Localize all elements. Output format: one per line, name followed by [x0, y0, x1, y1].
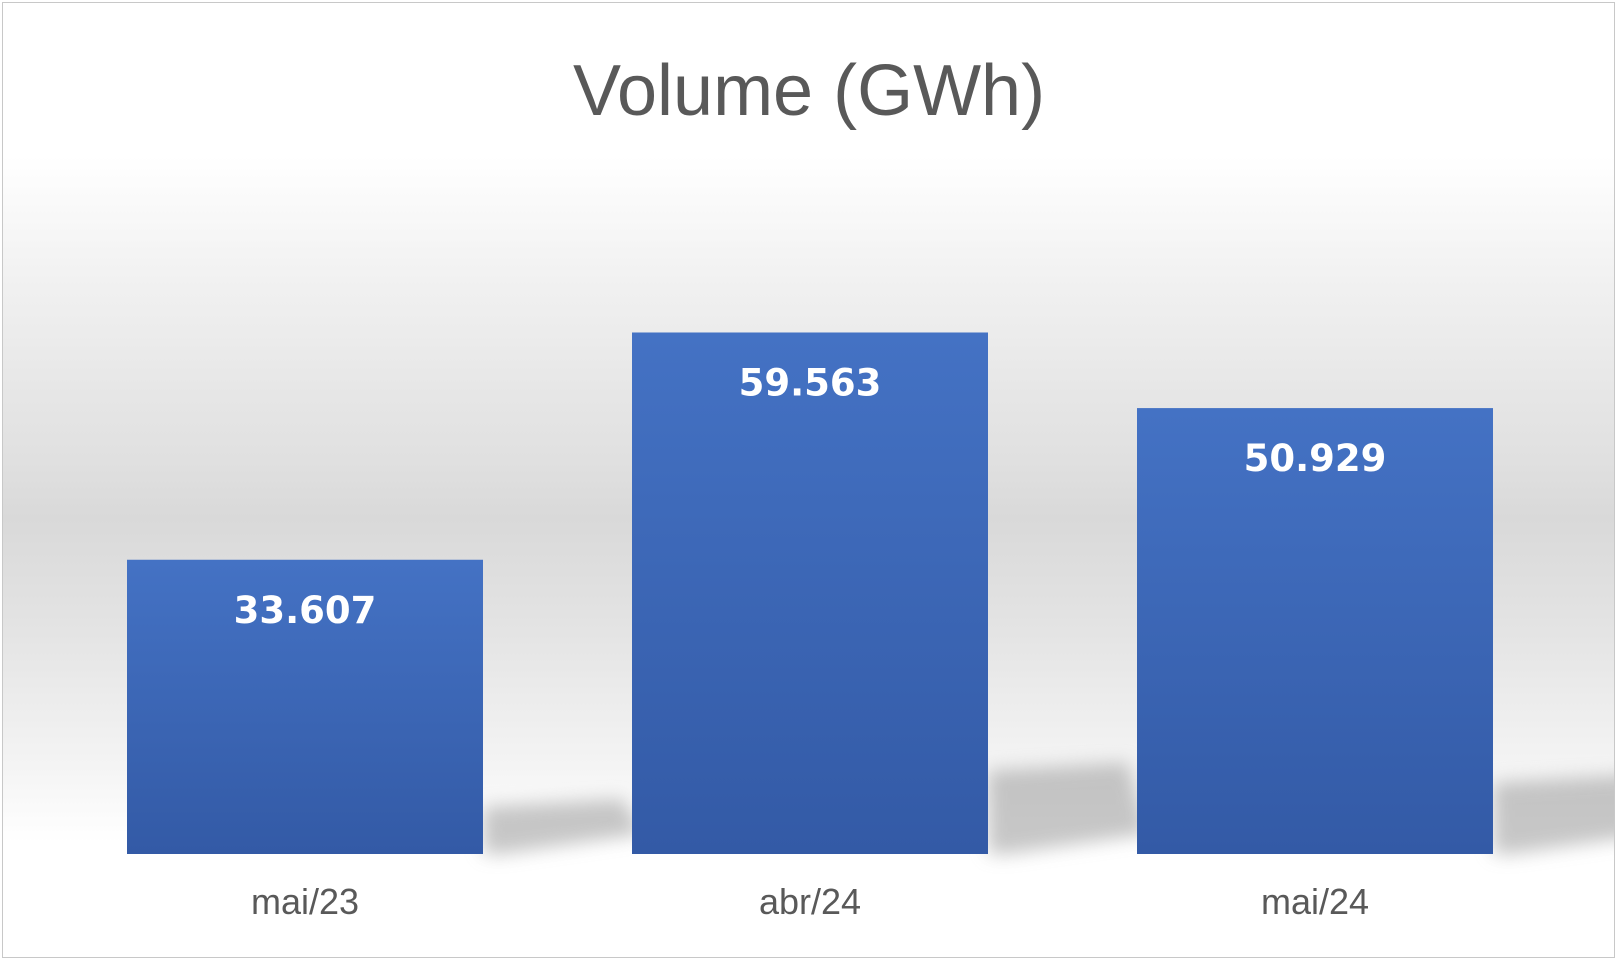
category-axis: mai/23 abr/24 mai/24 [251, 881, 1369, 922]
bar-shadow [483, 798, 643, 854]
bar-abr/24 [632, 332, 988, 854]
bar-mai/23 [127, 559, 483, 854]
category-label: mai/23 [251, 881, 359, 922]
data-label: 59.563 [739, 361, 882, 404]
data-labels: 33.607 59.563 50.929 [234, 361, 1387, 631]
bar-shadows [483, 762, 1614, 854]
category-label: mai/24 [1261, 881, 1369, 922]
bar-shadow [988, 762, 1148, 854]
bar-shadow [1493, 775, 1614, 854]
chart-title: Volume (GWh) [573, 51, 1045, 131]
category-label: abr/24 [759, 881, 861, 922]
bar-series [127, 332, 1493, 854]
bar-mai/24 [1137, 408, 1493, 854]
bar-chart: Volume (GWh) 33.607 59.563 50.929 mai/23 ab… [127, 51, 1614, 922]
data-label: 33.607 [234, 589, 377, 632]
data-label: 50.929 [1244, 437, 1387, 480]
